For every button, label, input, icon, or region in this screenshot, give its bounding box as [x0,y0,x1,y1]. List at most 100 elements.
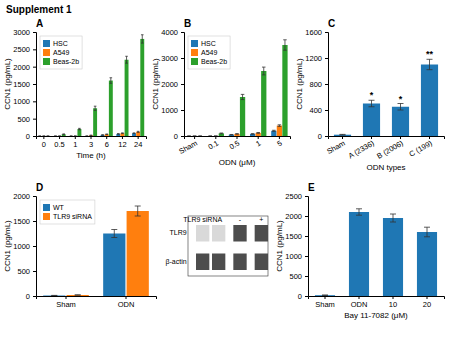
y-tick-mark [305,296,308,297]
error-bar [141,35,144,43]
bar [93,108,97,136]
legend-swatch [43,49,50,56]
y-tick-label: 1000 [285,252,302,261]
y-tick-mark [33,32,36,33]
y-axis: 0500100015002000 [13,192,36,301]
bar [192,136,197,137]
x-tick: 10 [389,296,397,309]
error-bar [90,135,93,136]
x-tick-mark [138,136,139,139]
y-tick: 1000 [285,252,308,261]
panel: 040080012001600ShamA (2336)B (2006)C (19… [295,18,445,172]
x-tick: Sham [325,136,346,156]
figure-title: Supplement 1 [6,4,72,15]
x-tick: 0.5 [54,136,64,149]
y-tick-mark [33,221,36,222]
y-tick-mark [325,136,328,137]
legend-box [40,200,95,224]
x-tick-label: ODN [351,300,368,309]
y-tick: 0 [26,132,36,141]
error-bar [121,132,124,134]
y-tick: 1000 [13,97,36,106]
y-tick-mark [305,216,308,217]
panel-title: E [308,182,315,193]
error-bar [137,131,140,132]
y-tick: 1500 [13,217,36,226]
error-bar [230,134,234,135]
bar [53,136,57,137]
panel-title: A [36,18,43,29]
legend-label: A549 [201,49,217,56]
y-axis: 040080012001600 [305,28,328,141]
x-tick-label: 0.1 [206,138,220,151]
error-bar [74,136,77,137]
y-axis: 050010001500200025003000 [13,28,36,141]
blot-band [233,225,246,242]
x-tick: 6 [105,136,109,149]
y-tick-mark [33,296,36,297]
x-tick-mark [66,296,67,299]
x-tick-mark [59,136,60,139]
bar [282,45,287,136]
blot-inset: TLR9 siRNA-+TLR9β-actin [166,216,268,276]
x-tick: 12 [118,136,126,149]
y-axis-line [181,33,185,137]
y-tick-mark [33,196,36,197]
y-tick-mark [325,32,328,33]
legend-item: Beas-2b [191,58,227,65]
error-bar [193,136,197,137]
bar [392,107,409,136]
x-tick-label: 10 [389,300,397,309]
bar [256,133,261,136]
bar [229,135,234,136]
x-tick-mark [427,296,428,299]
x-tick: 0 [42,136,46,149]
x-tick-label: 0.5 [228,138,242,151]
y-tick-label: 1600 [305,28,322,37]
x-tick-mark [91,136,92,139]
x-axis: ShamODN1020 [309,296,445,309]
y-axis-title: CCN1 (pg/mL) [275,220,284,272]
y-axis-title: CCN1 (pg/mL) [295,58,304,110]
blot-band [255,225,268,242]
significance-label: * [399,94,403,104]
panel-title: D [36,182,43,193]
x-axis-title: Time (h) [76,151,106,160]
x-tick-label: ODN [118,300,135,309]
bar [140,39,144,136]
y-tick-mark [33,49,36,50]
x-tick-label: 0.5 [54,140,64,149]
y-tick: 2500 [285,192,308,201]
bar [240,97,245,136]
y-tick: 0 [26,292,36,301]
bar [105,134,109,136]
x-tick: 0.1 [206,136,220,151]
x-tick: B (2006) [375,136,405,161]
bar [363,104,380,137]
bar [85,136,89,137]
error-bar [105,133,108,135]
bar [383,218,403,296]
y-axis-line [33,33,37,137]
x-tick-mark [126,296,127,299]
y-tick-label: 0 [26,132,30,141]
y-tick-label: 2000 [161,80,178,89]
legend-swatch [43,58,50,65]
y-tick: 500 [17,267,36,276]
x-tick: 1 [73,136,77,149]
significance-label: ** [426,49,434,59]
error-bar [256,132,260,134]
x-tick: Sham [56,296,76,309]
error-bar [369,100,375,107]
x-tick-label: A (2336) [347,138,376,160]
legend: HSCA549Beas-2b [40,36,82,69]
legend-item: HSC [43,40,68,47]
x-tick-label: C (199) [408,138,435,159]
x-axis-line [37,137,147,140]
bar [234,134,239,136]
y-tick-mark [325,110,328,111]
bar [421,65,438,137]
y-axis-title: CCN1 (pg/mL) [3,220,12,272]
y-tick-label: 2000 [13,63,30,72]
blot-band [212,225,225,242]
